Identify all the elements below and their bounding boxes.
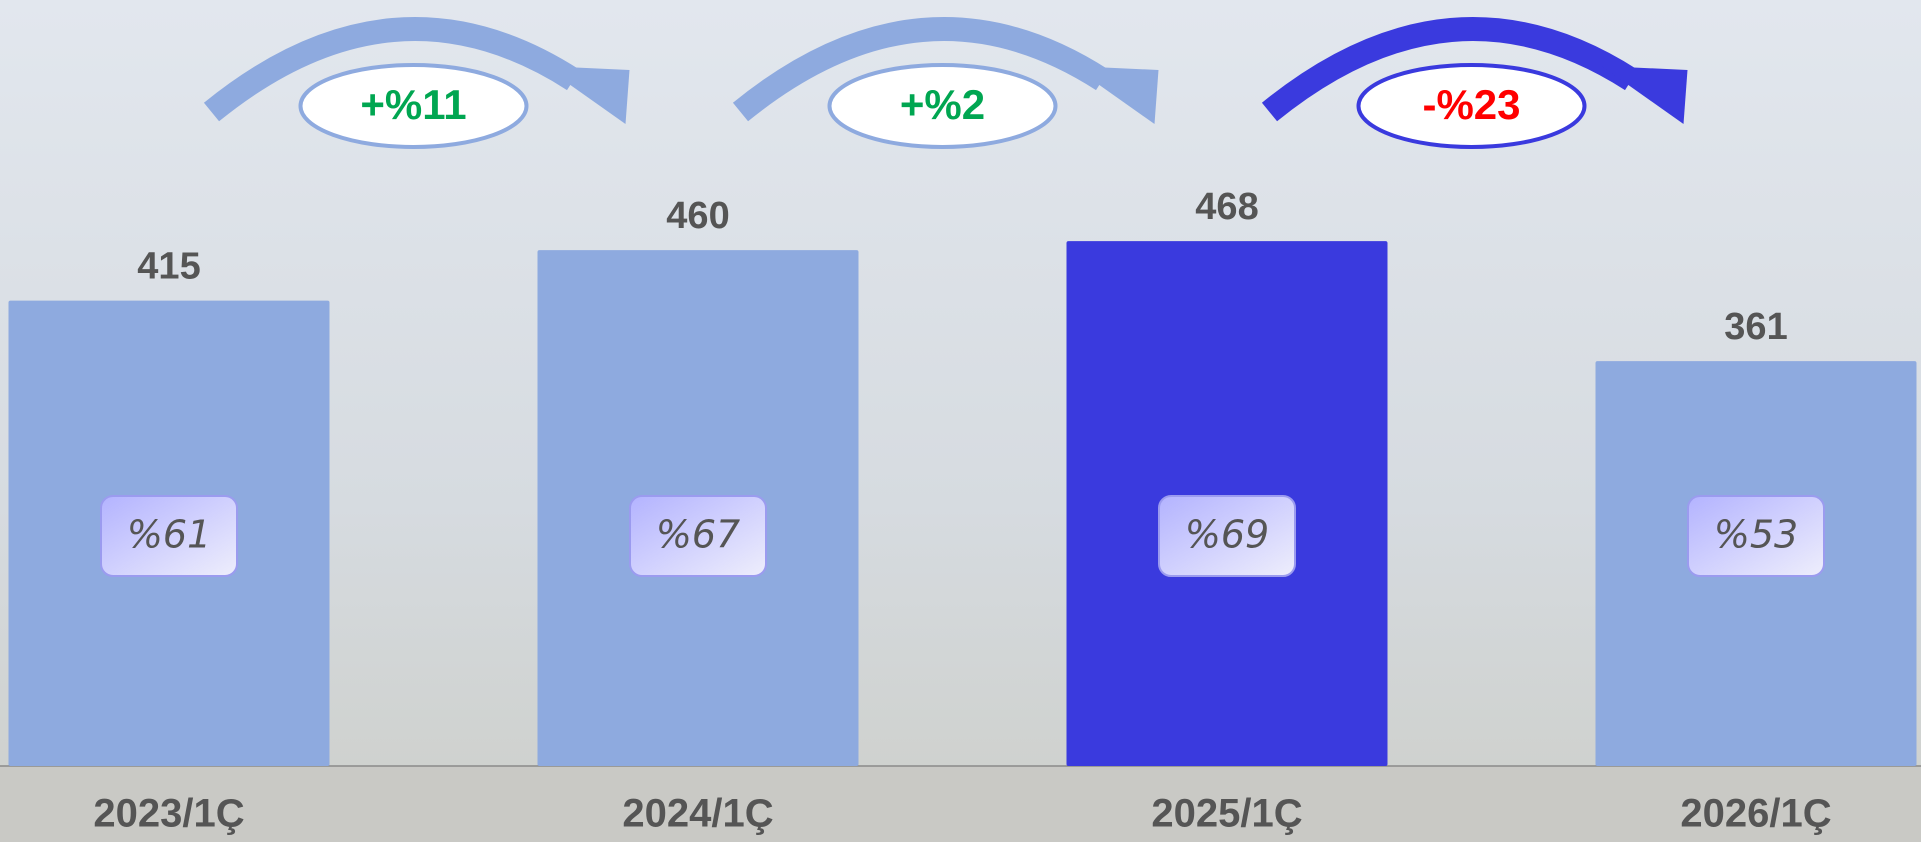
x-tick-label: 2024/1Ç [622,792,773,836]
change-label: +%2 [900,81,985,128]
value-label: 361 [1724,306,1787,348]
change-label: -%23 [1422,81,1520,128]
chart: 415 2023/1Ç %61 460 2024/1Ç %67 468 2025/1Ç %69 3… [0,0,1921,842]
value-label: 460 [666,195,729,237]
floor [0,766,1921,842]
inner-label: %53 [1714,513,1798,557]
value-label: 415 [137,246,200,288]
change-label: +%11 [360,81,466,128]
x-tick-label: 2026/1Ç [1680,792,1831,836]
inner-label: %69 [1185,513,1269,557]
inner-label: %61 [127,513,211,557]
value-label: 468 [1195,186,1258,228]
x-tick-label: 2023/1Ç [93,792,244,836]
inner-label: %67 [656,513,740,557]
x-tick-label: 2025/1Ç [1151,792,1302,836]
